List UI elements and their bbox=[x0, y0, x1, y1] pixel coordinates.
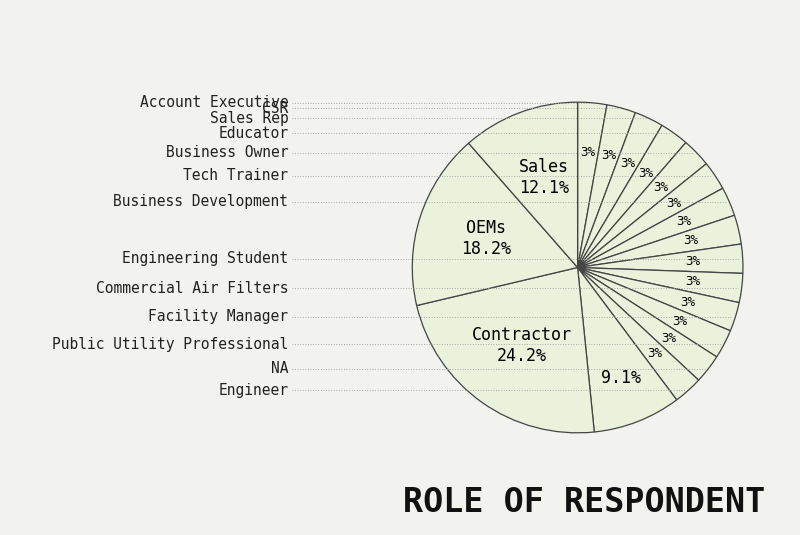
Wedge shape bbox=[578, 125, 686, 268]
Text: Commercial Air Filters: Commercial Air Filters bbox=[96, 280, 288, 296]
Wedge shape bbox=[578, 102, 607, 268]
Wedge shape bbox=[578, 112, 662, 268]
Wedge shape bbox=[417, 268, 594, 433]
Text: 3%: 3% bbox=[673, 315, 688, 327]
Text: Tech Trainer: Tech Trainer bbox=[183, 168, 288, 183]
Wedge shape bbox=[578, 142, 706, 268]
Text: NA: NA bbox=[270, 362, 288, 377]
Wedge shape bbox=[578, 268, 743, 303]
Wedge shape bbox=[578, 164, 722, 268]
Wedge shape bbox=[578, 105, 635, 268]
Text: 3%: 3% bbox=[666, 197, 682, 210]
Wedge shape bbox=[578, 268, 717, 380]
Text: 3%: 3% bbox=[638, 167, 653, 180]
Text: Engineer: Engineer bbox=[218, 383, 288, 398]
Text: 3%: 3% bbox=[682, 234, 698, 247]
Wedge shape bbox=[578, 268, 730, 357]
Wedge shape bbox=[578, 215, 742, 268]
Text: 3%: 3% bbox=[685, 276, 700, 288]
Wedge shape bbox=[578, 268, 677, 432]
Text: 3%: 3% bbox=[681, 295, 695, 309]
Wedge shape bbox=[469, 102, 578, 268]
Text: ROLE OF RESPONDENT: ROLE OF RESPONDENT bbox=[403, 486, 765, 519]
Text: 3%: 3% bbox=[581, 146, 595, 159]
Text: 3%: 3% bbox=[676, 215, 691, 228]
Text: 3%: 3% bbox=[647, 347, 662, 360]
Text: Contractor
24.2%: Contractor 24.2% bbox=[472, 326, 572, 365]
Text: Account Executive: Account Executive bbox=[139, 95, 288, 110]
Text: Engineering Student: Engineering Student bbox=[122, 251, 288, 266]
Text: Business Development: Business Development bbox=[114, 194, 288, 209]
Wedge shape bbox=[578, 244, 743, 273]
Text: 9.1%: 9.1% bbox=[601, 369, 641, 387]
Text: Facility Manager: Facility Manager bbox=[148, 309, 288, 324]
Text: CSR: CSR bbox=[262, 101, 288, 116]
Text: 3%: 3% bbox=[620, 157, 635, 170]
Text: Business Owner: Business Owner bbox=[166, 145, 288, 160]
Text: Educator: Educator bbox=[218, 126, 288, 141]
Wedge shape bbox=[412, 143, 578, 305]
Text: OEMs
18.2%: OEMs 18.2% bbox=[462, 219, 511, 258]
Text: 3%: 3% bbox=[686, 255, 701, 268]
Text: 3%: 3% bbox=[654, 181, 668, 194]
Wedge shape bbox=[578, 268, 698, 400]
Text: 3%: 3% bbox=[662, 332, 677, 345]
Wedge shape bbox=[578, 268, 739, 331]
Text: Sales
12.1%: Sales 12.1% bbox=[519, 158, 569, 197]
Wedge shape bbox=[578, 188, 734, 268]
Text: 3%: 3% bbox=[601, 149, 616, 163]
Text: Public Utility Professional: Public Utility Professional bbox=[52, 337, 288, 351]
Text: Sales Rep: Sales Rep bbox=[210, 111, 288, 126]
